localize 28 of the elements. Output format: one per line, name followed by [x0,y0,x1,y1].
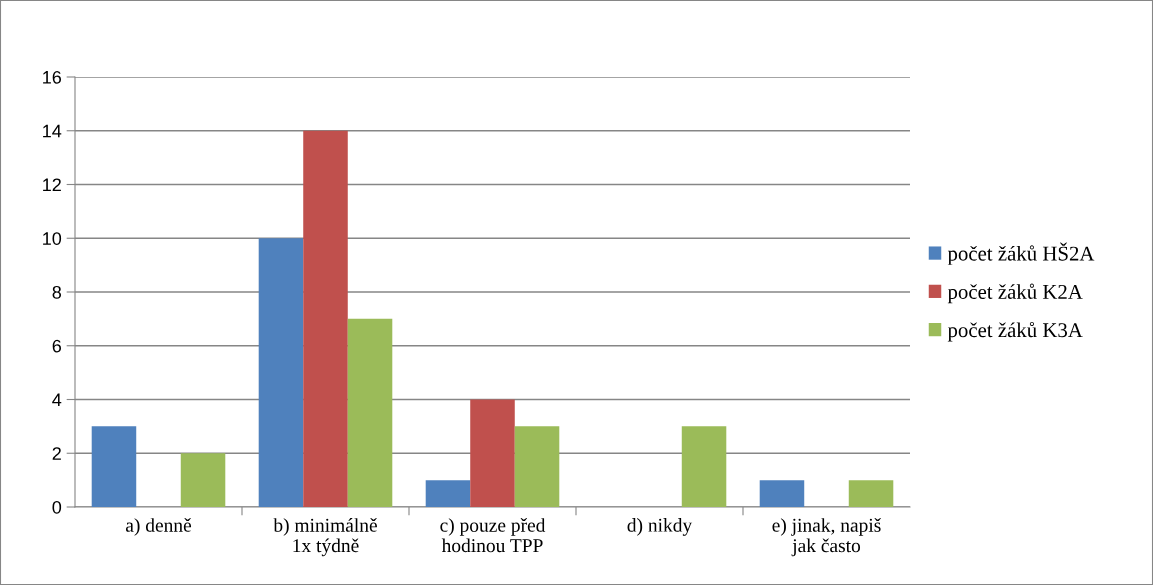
bar [258,238,304,507]
bar [848,480,894,507]
x-tick-label: d) nikdy [627,518,693,536]
bar [303,130,348,507]
bar [514,426,560,507]
y-tick-label: 6 [52,339,62,353]
legend-label: počet žáků K3A [947,321,1083,342]
bar [425,480,471,507]
y-tick-label: 16 [43,70,62,84]
y-tick-label: 8 [52,285,62,299]
legend-label: počet žáků HŠ2A [947,242,1095,265]
y-tick-label: 14 [43,124,62,138]
bar [180,453,226,507]
y-tick-label: 10 [43,232,62,245]
x-tick-label: c) pouze před hodinou TPP [440,518,546,553]
bar [681,426,727,507]
y-tick-label: 4 [52,393,62,407]
y-tick-label: 0 [52,500,62,514]
bar [470,399,515,507]
y-tick-label: 12 [43,178,61,192]
bar [759,480,805,507]
x-tick-label: e) jinak, napiš jak často [772,518,881,557]
bar [347,318,393,507]
x-tick-label: b) minimálně 1x týdně [273,518,377,557]
x-tick-label: a) denně [125,518,192,536]
bar [91,426,137,507]
legend-label: počet žáků K2A [947,283,1083,304]
y-tick-label: 2 [52,447,61,460]
